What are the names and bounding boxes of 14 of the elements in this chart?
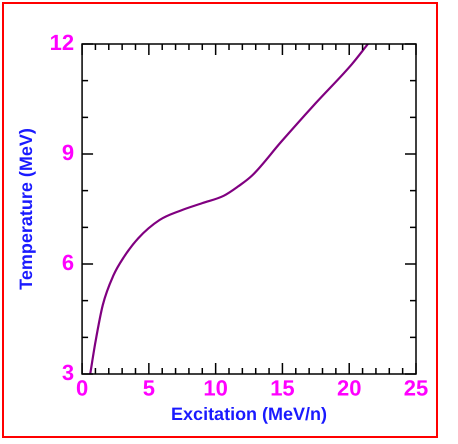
- x-tick-label: 20: [336, 375, 362, 400]
- y-axis-title: Temperature (MeV): [16, 128, 36, 290]
- page-frame: Excitation (MeV/n) Temperature (MeV) 0 5 10 15 20 25 3 6 9 12: [2, 2, 438, 438]
- y-tick-label: 3: [62, 360, 74, 386]
- x-tick-label: 0: [76, 375, 88, 400]
- y-tick-label: 12: [50, 30, 74, 56]
- x-axis-title: Excitation (MeV/n): [171, 404, 328, 424]
- y-tick-label: 6: [62, 250, 74, 276]
- x-tick-label: 15: [270, 375, 295, 400]
- x-tick-label: 25: [404, 375, 428, 400]
- x-tick-label: 5: [142, 375, 155, 400]
- line-series: [89, 44, 370, 374]
- x-tick-label: 10: [203, 375, 228, 400]
- y-tick-label: 9: [62, 140, 74, 166]
